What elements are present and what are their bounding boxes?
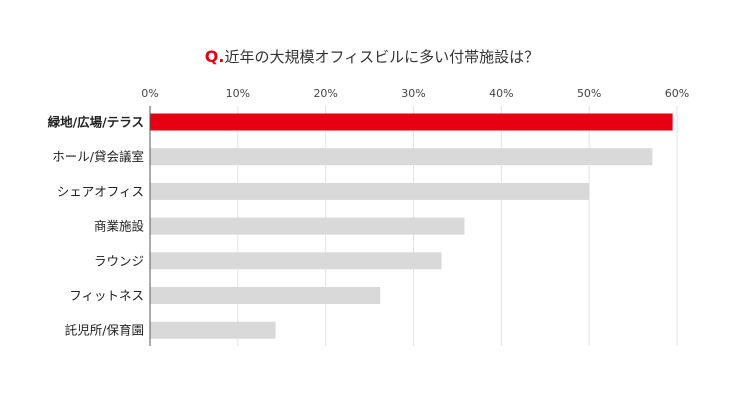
x-tick-label: 60% — [665, 87, 689, 100]
bar — [150, 252, 442, 270]
chart-title-prefix: Q. — [204, 47, 225, 66]
category-label: 商業施設 — [94, 219, 145, 234]
category-label: フィットネス — [69, 288, 144, 303]
bar — [150, 217, 465, 235]
category-label: 託児所/保育園 — [65, 323, 144, 338]
bar — [150, 182, 590, 200]
chart-title: Q.近年の大規模オフィスビルに多い付帯施設は？ — [0, 46, 744, 67]
bar — [150, 113, 673, 131]
x-tick-label: 0% — [141, 87, 158, 100]
chart-title-text: 近年の大規模オフィスビルに多い付帯施設は？ — [224, 48, 540, 66]
x-tick-label: 10% — [226, 87, 250, 100]
bar — [150, 148, 653, 166]
category-label: 緑地/広場/テラス — [48, 115, 144, 130]
x-tick-label: 20% — [313, 87, 337, 100]
x-tick-label: 50% — [577, 87, 601, 100]
x-tick-label: 30% — [401, 87, 425, 100]
x-tick-label: 40% — [489, 87, 513, 100]
category-label: シェアオフィス — [57, 184, 144, 199]
category-label: ホール/貸会議室 — [52, 149, 144, 164]
bar — [150, 321, 276, 339]
category-label: ラウンジ — [94, 253, 144, 268]
bar — [150, 287, 381, 304]
